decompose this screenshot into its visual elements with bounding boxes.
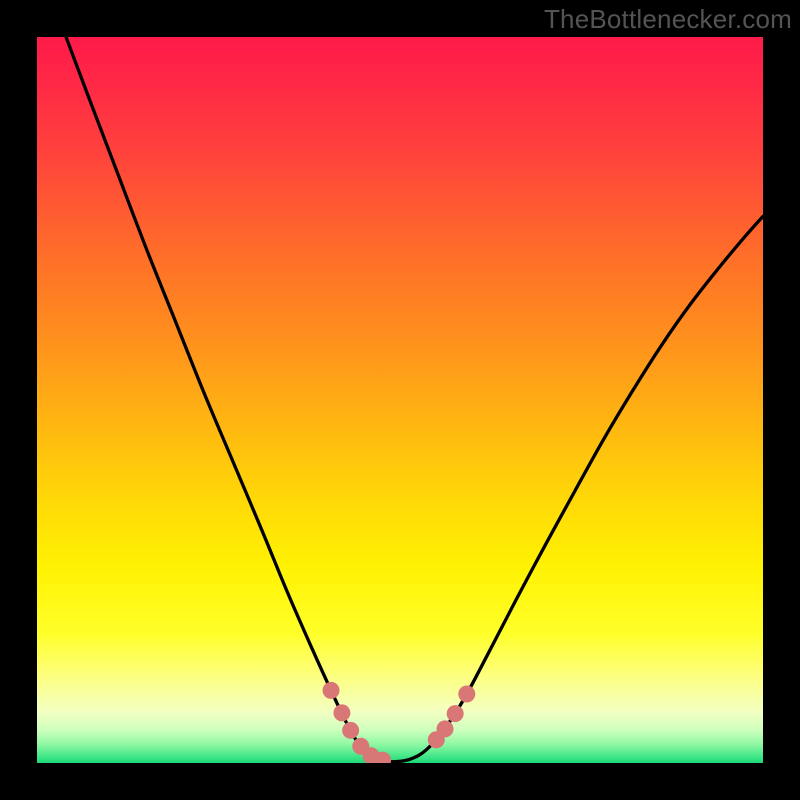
chart-frame: TheBottlenecker.com xyxy=(0,0,800,800)
plot-area xyxy=(37,37,763,763)
watermark-text: TheBottlenecker.com xyxy=(544,4,792,35)
